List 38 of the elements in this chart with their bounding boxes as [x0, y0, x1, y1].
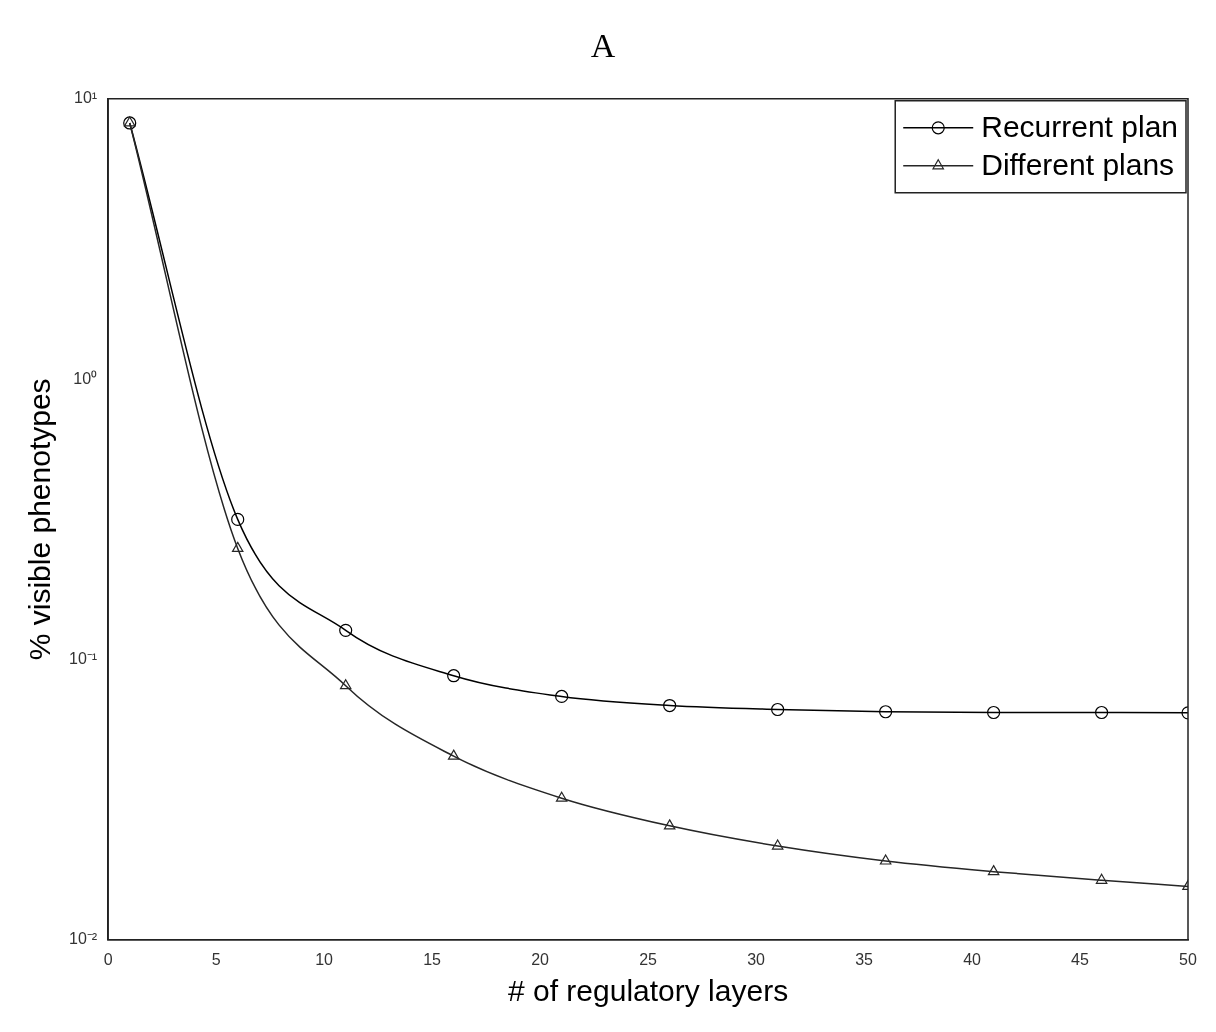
x-tick-label: 15: [423, 950, 442, 968]
y-tick-label: 10⁻²: [69, 930, 98, 948]
point: [555, 791, 568, 802]
point: [771, 839, 784, 850]
point: [879, 705, 893, 719]
point: [771, 702, 785, 717]
point: [663, 698, 677, 713]
y-tick-label: 10⁻¹: [69, 649, 98, 667]
x-tick-label: 50: [1179, 950, 1197, 968]
point: [231, 541, 244, 552]
point: [447, 749, 460, 760]
x-tick-label: 0: [103, 950, 113, 968]
point: [447, 669, 461, 683]
point: [339, 679, 352, 690]
point: [663, 819, 676, 830]
x-tick-label: 5: [211, 950, 221, 968]
legend-label: Recurrent plan: [981, 110, 1179, 144]
point: [339, 623, 353, 637]
x-tick-label: 40: [963, 950, 982, 968]
x-tick-label: 25: [639, 950, 658, 968]
point: [1095, 873, 1108, 884]
x-tick-label: 10: [315, 950, 334, 968]
y-axis-title: % visible phenotypes: [23, 378, 57, 661]
x-tick-label: 30: [747, 950, 766, 968]
x-tick-label: 45: [1071, 950, 1090, 968]
y-tick-label: 10⁰: [73, 369, 98, 387]
x-tick-label: 20: [531, 950, 550, 968]
x-tick-label: 35: [855, 950, 874, 968]
x-axis-title: # of regulatory layers: [507, 974, 789, 1008]
legend-label: Different plans: [981, 148, 1175, 182]
point: [987, 705, 1001, 720]
point: [231, 512, 245, 526]
point: [879, 854, 892, 865]
y-tick-label: 10¹: [74, 89, 98, 107]
point: [987, 865, 1000, 876]
point: [555, 689, 569, 704]
point: [1095, 705, 1109, 720]
chart-title: A: [590, 27, 616, 65]
